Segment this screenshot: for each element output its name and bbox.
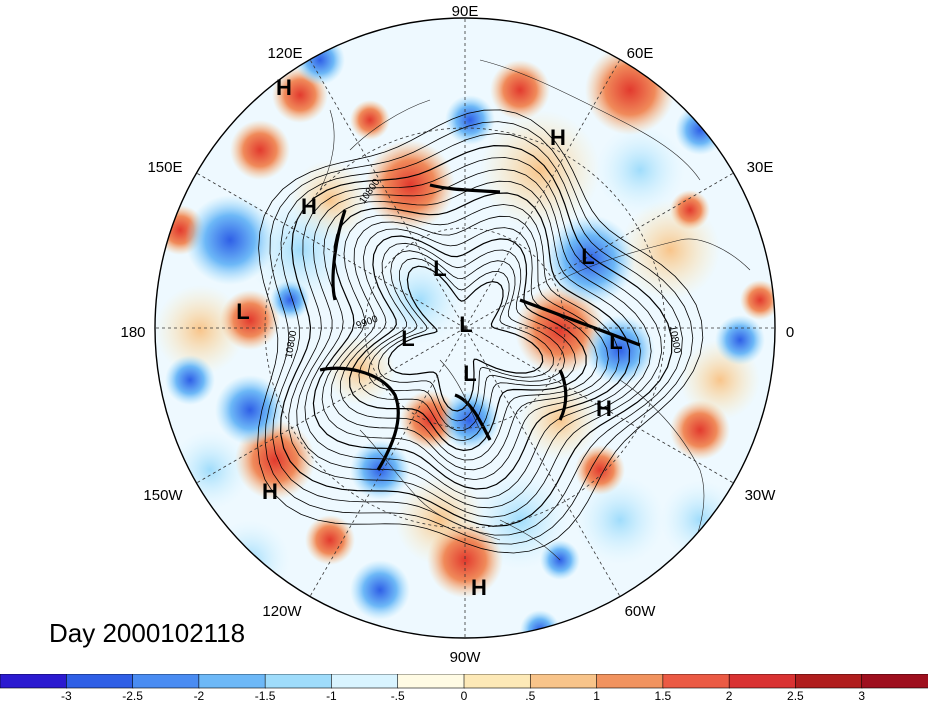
colorbar-swatch: [728, 674, 797, 689]
jet-contour: [454, 393, 492, 441]
colorbar-swatch: [132, 674, 200, 689]
jet-contour: [319, 366, 400, 471]
colorbar-swatch: [397, 674, 465, 689]
low-pressure-label: L: [459, 312, 472, 337]
contour-value-label: 10800: [284, 329, 300, 359]
colorbar-swatch: [198, 674, 266, 689]
colorbar-swatch: [861, 674, 928, 689]
polar-map: 90E 60E 30E 0 30W 60W 90W 120W 150W 180 150E 120E H…: [120, 3, 794, 666]
pressure-system-labels: HHHHHHHLLLLLLL: [236, 75, 622, 600]
colorbar-swatch: [795, 674, 863, 689]
low-pressure-label: L: [609, 329, 622, 354]
map-boundary: [154, 17, 776, 639]
low-pressure-label: L: [433, 256, 446, 281]
colorbar-tick-label: 0: [461, 689, 468, 702]
colorbar-swatch: [662, 674, 730, 689]
longitude-label: 90E: [452, 3, 479, 20]
colorbar-tick-label: 2.5: [787, 689, 804, 702]
longitude-label: 60W: [625, 603, 657, 620]
colorbar-tick-label: -1: [326, 689, 337, 702]
longitude-label: 120W: [262, 603, 302, 620]
colorbar-swatch: [463, 674, 532, 689]
longitude-labels: 90E 60E 30E 0 30W 60W 90W 120W 150W 180 150E 120E: [120, 3, 794, 666]
jet-contour: [519, 298, 641, 347]
longitude-label: 150W: [143, 487, 183, 504]
longitude-label: 30W: [745, 487, 777, 504]
high-pressure-label: H: [596, 396, 612, 421]
longitude-label: 30E: [747, 159, 774, 176]
jet-contour: [331, 209, 347, 301]
high-pressure-label: H: [276, 75, 292, 100]
colorbar-tick-label: -2.5: [122, 689, 143, 702]
colorbar-swatch: [596, 674, 664, 689]
colorbar-swatch: [264, 674, 333, 689]
jet-contour: [429, 183, 501, 194]
high-pressure-label: H: [471, 575, 487, 600]
colorbar-swatch: [0, 674, 68, 689]
colorbar-tick-label: -3: [61, 689, 72, 702]
high-pressure-label: H: [301, 194, 317, 219]
colorbar-tick-label: -1.5: [255, 689, 276, 702]
longitude-label: 90W: [450, 649, 482, 666]
colorbar-swatch: [331, 674, 399, 689]
colorbar-tick-label: 1.5: [655, 689, 672, 702]
colorbar-tick-label: -2: [194, 689, 205, 702]
high-pressure-label: H: [262, 479, 278, 504]
contour-value-label: 10800: [667, 325, 683, 355]
graticule: [155, 18, 775, 638]
colorbar-swatch: [65, 674, 134, 689]
colorbar-tick-label: -.5: [391, 689, 405, 702]
longitude-label: 60E: [627, 45, 654, 62]
longitude-label: 150E: [147, 159, 182, 176]
low-pressure-label: L: [401, 326, 414, 351]
longitude-label: 120E: [267, 45, 302, 62]
low-pressure-label: L: [236, 299, 249, 324]
colorbar: -3 -2.5 -2 -1.5 -1 -.5 0 .5 1 1.5 2 2.5 3: [0, 674, 928, 702]
longitude-label: 180: [120, 324, 145, 341]
map-title: Day 2000102118: [49, 618, 246, 648]
longitude-label: 0: [786, 324, 794, 341]
colorbar-tick-label: 1: [593, 689, 600, 702]
colorbar-swatch: [529, 674, 598, 689]
colorbar-tick-label: 2: [726, 689, 733, 702]
colorbar-tick-label: 3: [858, 689, 865, 702]
jet-contour: [558, 369, 568, 421]
low-pressure-label: L: [581, 244, 594, 269]
colorbar-tick-label: .5: [525, 689, 535, 702]
high-pressure-label: H: [550, 125, 566, 150]
low-pressure-label: L: [463, 361, 476, 386]
